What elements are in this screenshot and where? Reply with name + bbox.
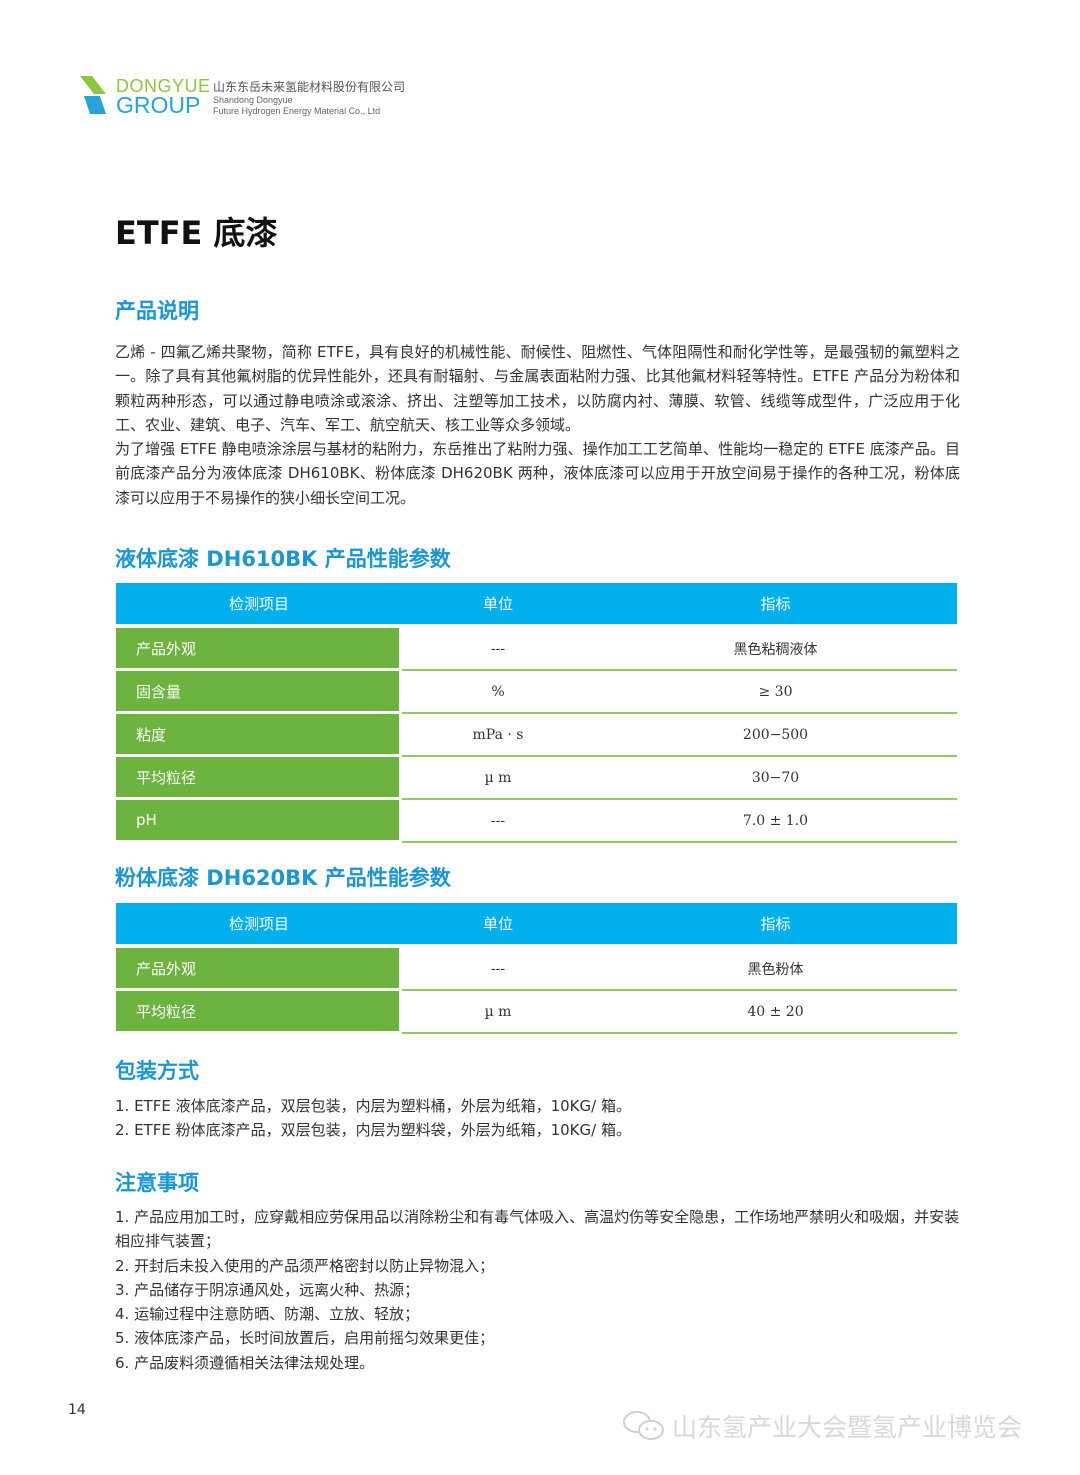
table-dh620bk: 检测项目 单位 指标 产品外观 --- 黑色粉体 平均粒径 µ m 40 ± 20	[116, 903, 957, 1034]
list-item: 6. 产品废料须遵循相关法律法规处理。	[115, 1353, 375, 1372]
cell-unit: µ m	[402, 991, 594, 1034]
cell-spec: 40 ± 20	[594, 991, 957, 1034]
header-item: 检测项目	[116, 583, 402, 628]
cell-item: 平均粒径	[116, 991, 402, 1034]
header-unit: 单位	[402, 583, 594, 628]
cell-unit: mPa · s	[402, 714, 594, 757]
cell-unit: ---	[402, 800, 594, 843]
section-title-table2: 粉体底漆 DH620BK 产品性能参数	[115, 866, 451, 890]
company-name-en-2: Future Hydrogen Energy Material Co., Ltd	[213, 106, 381, 116]
wechat-icon	[623, 1411, 664, 1440]
cell-item: 固含量	[116, 671, 402, 714]
watermark: 山东氢产业大会暨氢产业博览会	[622, 1408, 1022, 1444]
section-title-description: 产品说明	[115, 299, 199, 323]
notes-list: 1. 产品应用加工时，应穿戴相应劳保用品以消除粉尘和有毒气体吸入、高温灼伤等安全…	[115, 1205, 960, 1375]
list-item: 2. ETFE 粉体底漆产品，双层包装，内层为塑料袋，外层为纸箱，10KG/ 箱…	[115, 1121, 631, 1140]
logo-text-dongyue: DONGYUE	[116, 76, 211, 96]
list-item: 3. 产品储存于阴凉通风处，远离火种、热源；	[115, 1280, 420, 1299]
cell-spec: ≥ 30	[594, 671, 957, 714]
packaging-list: 1. ETFE 液体底漆产品，双层包装，内层为塑料桶，外层为纸箱，10KG/ 箱…	[115, 1094, 960, 1143]
list-item: 1. 产品应用加工时，应穿戴相应劳保用品以消除粉尘和有毒气体吸入、高温灼伤等安全…	[115, 1208, 960, 1251]
cell-unit: ---	[402, 948, 594, 991]
cell-unit: %	[402, 671, 594, 714]
description-paragraph-1: 乙烯 - 四氟乙烯共聚物，简称 ETFE，具有良好的机械性能、耐候性、阻燃性、气…	[115, 343, 960, 434]
section-title-table1: 液体底漆 DH610BK 产品性能参数	[115, 547, 451, 571]
company-name-en-1: Shandong Dongyue	[213, 95, 293, 105]
table-row: 粘度 mPa · s 200−500	[116, 714, 957, 757]
list-item: 4. 运输过程中注意防晒、防潮、立放、轻放；	[115, 1305, 420, 1324]
watermark-text: 山东氢产业大会暨氢产业博览会	[672, 1413, 1023, 1442]
header-unit: 单位	[402, 903, 594, 948]
cell-spec: 7.0 ± 1.0	[594, 800, 957, 843]
table-row: 产品外观 --- 黑色粉体	[116, 948, 957, 991]
table-row: pH --- 7.0 ± 1.0	[116, 800, 957, 843]
cell-item: pH	[116, 800, 402, 843]
cell-unit: µ m	[402, 757, 594, 800]
cell-unit: ---	[402, 628, 594, 671]
cell-item: 产品外观	[116, 628, 402, 671]
logo-text-group: GROUP	[116, 92, 201, 118]
page-number: 14	[68, 1402, 86, 1418]
cell-spec: 黑色粉体	[594, 948, 957, 991]
table-row: 平均粒径 µ m 40 ± 20	[116, 991, 957, 1034]
page-title: ETFE 底漆	[115, 214, 278, 252]
table-row: 产品外观 --- 黑色粘稠液体	[116, 628, 957, 671]
table-dh610bk: 检测项目 单位 指标 产品外观 --- 黑色粘稠液体 固含量% ≥ 30 粘度 mPa · …	[116, 583, 957, 843]
cell-spec: 黑色粘稠液体	[594, 628, 957, 671]
cell-item: 粘度	[116, 714, 402, 757]
table-row: 平均粒径 µ m 30−70	[116, 757, 957, 800]
section-title-packaging: 包装方式	[115, 1059, 199, 1083]
dongyue-logo-icon	[80, 76, 106, 114]
section-title-notes: 注意事项	[115, 1171, 199, 1195]
list-item: 1. ETFE 液体底漆产品，双层包装，内层为塑料桶，外层为纸箱，10KG/ 箱…	[115, 1097, 631, 1115]
list-item: 2. 开封后未投入使用的产品须严格密封以防止异物混入；	[115, 1256, 495, 1275]
description-text: 乙烯 - 四氟乙烯共聚物，简称 ETFE，具有良好的机械性能、耐候性、阻燃性、气…	[115, 340, 960, 510]
table-row: 固含量% ≥ 30	[116, 671, 957, 714]
description-paragraph-2: 为了增强 ETFE 静电喷涂涂层与基材的粘附力，东岳推出了粘附力强、操作加工工艺…	[115, 440, 960, 507]
list-item: 5. 液体底漆产品，长时间放置后，启用前摇匀效果更佳；	[115, 1329, 495, 1348]
header-spec: 指标	[594, 583, 957, 628]
cell-spec: 200−500	[594, 714, 957, 757]
cell-spec: 30−70	[594, 757, 957, 800]
cell-item: 平均粒径	[116, 757, 402, 800]
header-spec: 指标	[594, 903, 957, 948]
header-item: 检测项目	[116, 903, 402, 948]
cell-item: 产品外观	[116, 948, 402, 991]
company-name-cn: 山东东岳未来氢能材料股份有限公司	[213, 80, 406, 94]
